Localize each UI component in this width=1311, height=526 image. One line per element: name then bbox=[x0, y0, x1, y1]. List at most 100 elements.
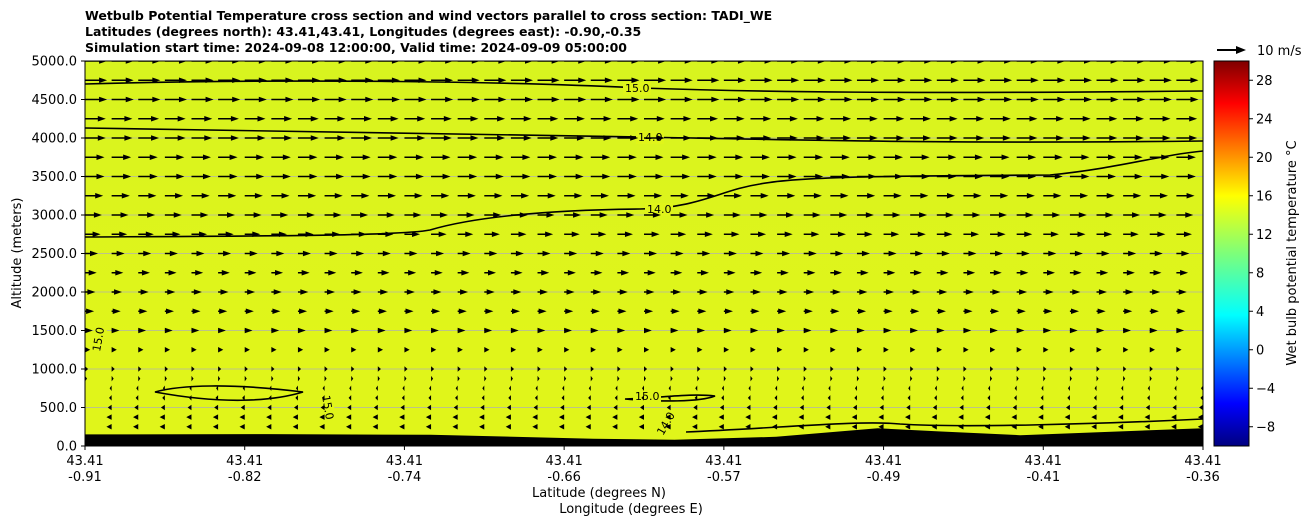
wind-vector bbox=[1096, 250, 1110, 257]
wind-vector bbox=[111, 366, 115, 372]
wind-vector-head bbox=[177, 135, 186, 141]
wind-vector-head bbox=[711, 61, 720, 64]
wind-vector bbox=[990, 346, 996, 353]
wind-vector-head bbox=[1056, 135, 1065, 141]
wind-vector bbox=[377, 192, 397, 199]
wind-vector bbox=[1096, 192, 1115, 199]
wind-vector-head bbox=[816, 115, 825, 122]
wind-vector-head bbox=[708, 154, 717, 161]
wind-vector-head bbox=[95, 192, 104, 199]
wind-vector bbox=[297, 269, 310, 276]
wind-vector bbox=[1069, 212, 1087, 218]
quiver-key: 10 m/s bbox=[1217, 44, 1302, 59]
wind-vector-head bbox=[1171, 423, 1177, 430]
wind-vector bbox=[1094, 385, 1097, 392]
wind-vector-head bbox=[697, 327, 706, 334]
wind-vector bbox=[777, 366, 781, 372]
wind-vector bbox=[244, 308, 254, 315]
wind-vector bbox=[510, 250, 524, 257]
wind-vector-head bbox=[558, 423, 565, 430]
wind-vector-head bbox=[230, 115, 239, 122]
wind-vector bbox=[723, 154, 744, 161]
wind-vector-head bbox=[1081, 173, 1090, 180]
wind-vector bbox=[164, 61, 187, 64]
wind-vector bbox=[723, 375, 726, 382]
wind-vector-head bbox=[924, 61, 933, 64]
wind-vector bbox=[532, 414, 538, 420]
x-tick-label-lat: 43.41 bbox=[705, 454, 742, 469]
wind-vector bbox=[910, 77, 933, 84]
wind-vector-head bbox=[480, 404, 485, 411]
wind-vector bbox=[777, 154, 797, 161]
wind-vector bbox=[138, 308, 148, 315]
wind-vector bbox=[404, 61, 427, 64]
contour-label-bg bbox=[89, 324, 108, 355]
wind-vector-head bbox=[525, 77, 534, 84]
wind-vector bbox=[111, 375, 114, 382]
wind-vector-head bbox=[284, 135, 293, 141]
wind-vector bbox=[271, 289, 282, 295]
wind-vector-head bbox=[510, 366, 515, 372]
wind-vector bbox=[883, 327, 892, 334]
wind-vector-head bbox=[777, 366, 781, 372]
wind-vector-head bbox=[525, 96, 534, 103]
wind-vector bbox=[830, 173, 850, 180]
wind-vector bbox=[431, 327, 439, 334]
x-axis-label-latitude: Latitude (degrees N) bbox=[532, 486, 666, 501]
wind-vector bbox=[960, 395, 964, 401]
wind-vector-head bbox=[202, 173, 211, 180]
wind-vector bbox=[586, 404, 591, 411]
wind-vector-head bbox=[200, 212, 209, 218]
wind-vector bbox=[1043, 154, 1063, 161]
wind-vector-head bbox=[1084, 96, 1093, 103]
wind-vector bbox=[1123, 346, 1129, 353]
wind-vector bbox=[830, 346, 836, 353]
wind-vector bbox=[856, 173, 877, 180]
wind-vector-head bbox=[948, 154, 957, 161]
wind-vector-head bbox=[97, 115, 106, 122]
wind-vector-head bbox=[1200, 395, 1203, 401]
wind-vector-head bbox=[229, 154, 238, 161]
wind-vector bbox=[1016, 77, 1039, 84]
wind-vector bbox=[1149, 250, 1163, 257]
wind-vector-head bbox=[694, 395, 698, 401]
wind-vector-head bbox=[138, 346, 144, 353]
wind-vector bbox=[723, 135, 745, 141]
wind-vector-head bbox=[482, 385, 485, 392]
wind-vector-head bbox=[1029, 115, 1038, 122]
wind-vector-head bbox=[338, 96, 347, 103]
wind-vector-head bbox=[896, 135, 905, 141]
wind-vector bbox=[1096, 115, 1118, 122]
wind-vector-head bbox=[546, 212, 555, 218]
wind-vector-head bbox=[963, 346, 969, 353]
wind-vector bbox=[1176, 366, 1180, 372]
wind-vector bbox=[1043, 77, 1066, 84]
wind-vector-head bbox=[301, 269, 310, 276]
wind-vector-head bbox=[904, 414, 911, 420]
wind-vector-head bbox=[1016, 327, 1025, 334]
wind-vector-head bbox=[813, 192, 822, 199]
wind-vector-head bbox=[186, 414, 192, 420]
wind-vector bbox=[164, 96, 187, 103]
wind-vector-head bbox=[861, 250, 870, 257]
wind-vector-head bbox=[489, 250, 498, 257]
wind-vector bbox=[963, 231, 980, 238]
wind-vector-head bbox=[123, 154, 132, 161]
wind-vector bbox=[267, 404, 272, 411]
wind-vector bbox=[803, 96, 826, 103]
wind-vector bbox=[510, 173, 531, 180]
wind-vector-head bbox=[931, 414, 937, 420]
wind-vector bbox=[564, 154, 584, 161]
wind-vector-head bbox=[149, 173, 158, 180]
wind-vector-head bbox=[699, 289, 708, 295]
wind-vector bbox=[774, 395, 778, 401]
wind-vector-head bbox=[324, 327, 333, 334]
wind-vector bbox=[271, 192, 290, 199]
wind-vector-head bbox=[1176, 375, 1179, 382]
wind-vector-head bbox=[445, 96, 454, 103]
wind-vector bbox=[910, 327, 918, 334]
wind-vector bbox=[85, 77, 108, 84]
contour-label: 15.0 bbox=[635, 390, 660, 403]
wind-vector bbox=[377, 154, 398, 161]
wind-vector bbox=[558, 414, 565, 420]
